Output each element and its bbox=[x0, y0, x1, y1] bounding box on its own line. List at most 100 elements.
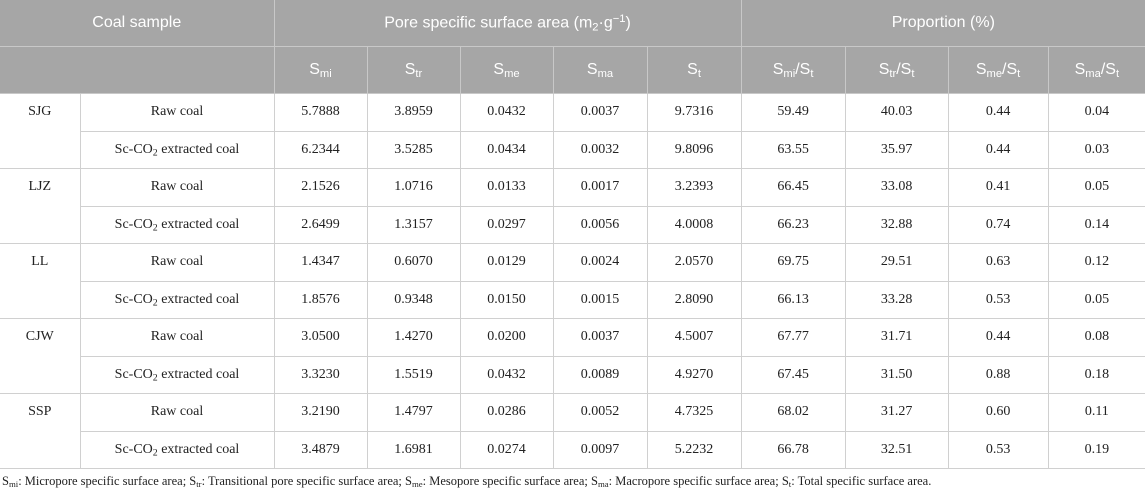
text-run: S bbox=[586, 60, 598, 78]
subscript: t bbox=[810, 67, 814, 80]
text-run: Sc-CO bbox=[114, 216, 153, 232]
table-row: Sc-CO2 extracted coal 1.8576 0.9348 0.0150 0… bbox=[0, 280, 1145, 319]
text-run: ) bbox=[625, 14, 631, 32]
subscript: me bbox=[986, 67, 1003, 80]
row-label: Sc-CO2 extracted coal bbox=[80, 355, 275, 394]
column-header: Sme bbox=[459, 46, 554, 94]
text-run: Raw coal bbox=[150, 404, 204, 420]
text-run: /S bbox=[795, 60, 811, 78]
table-row: SJG Raw coal 5.7888 3.8959 0.0432 0.0037 9.731… bbox=[0, 93, 1145, 169]
cell: 2.1526 bbox=[273, 168, 368, 207]
cell: 0.0017 bbox=[552, 168, 648, 207]
cell: 4.7325 bbox=[646, 393, 742, 432]
cell: 0.9348 bbox=[366, 280, 461, 319]
text-run: Proportion (%) bbox=[891, 14, 995, 31]
text-run: /S bbox=[1002, 60, 1018, 78]
text-run: : Mesopore specific surface area; S bbox=[422, 474, 598, 488]
row-label: Raw coal bbox=[79, 318, 275, 357]
column-header: St bbox=[646, 46, 742, 94]
column-header: Str bbox=[366, 46, 461, 94]
subscript: 2 bbox=[152, 221, 158, 233]
header-cell: Proportion (%) bbox=[740, 0, 1145, 47]
subscript: t bbox=[1017, 67, 1021, 80]
cell: 66.78 bbox=[740, 430, 846, 469]
cell: 5.2232 bbox=[646, 430, 742, 469]
cell: 0.0150 bbox=[459, 280, 554, 319]
cell: 1.4797 bbox=[366, 393, 461, 432]
cell: 35.97 bbox=[844, 130, 949, 169]
row-label: Raw coal bbox=[79, 393, 275, 432]
text-run: extracted coal bbox=[157, 291, 240, 307]
table-row: Sc-CO2 extracted coal 2.6499 1.3157 0.0297 0… bbox=[0, 205, 1145, 244]
cell: 1.5519 bbox=[366, 355, 461, 394]
subscript: me bbox=[411, 479, 423, 490]
cell: 1.4347 bbox=[273, 243, 368, 282]
subscript: 2 bbox=[152, 146, 158, 158]
cell: 3.5285 bbox=[366, 130, 461, 169]
cell: 1.6981 bbox=[366, 430, 461, 469]
cell: 29.51 bbox=[844, 243, 949, 282]
cell: 0.11 bbox=[1047, 393, 1145, 432]
table-row: LL Raw coal 1.4347 0.6070 0.0129 0.0024 2.0570… bbox=[0, 243, 1145, 319]
cell: 4.5007 bbox=[646, 318, 742, 357]
cell: 0.14 bbox=[1047, 205, 1145, 244]
cell: 40.03 bbox=[844, 93, 949, 132]
cell: 3.2393 bbox=[646, 168, 742, 207]
cell: 33.08 bbox=[844, 168, 949, 207]
subscript: me bbox=[504, 67, 520, 80]
cell: 0.41 bbox=[947, 168, 1049, 207]
text-run: Raw coal bbox=[150, 179, 204, 195]
cell: 0.44 bbox=[947, 318, 1049, 357]
cell: 59.49 bbox=[740, 93, 846, 132]
text-run: extracted coal bbox=[157, 366, 240, 382]
header-cell bbox=[0, 46, 275, 94]
cell: 4.0008 bbox=[646, 205, 742, 244]
text-run: Sc-CO bbox=[114, 141, 153, 157]
subscript: ma bbox=[597, 67, 614, 80]
cell: 0.0097 bbox=[552, 430, 648, 469]
subscript: t bbox=[697, 67, 701, 80]
cell: 0.0037 bbox=[552, 93, 648, 132]
text-run: extracted coal bbox=[157, 141, 240, 157]
subscript: tr bbox=[415, 67, 423, 80]
cell: 0.04 bbox=[1047, 93, 1145, 132]
text-run: Raw coal bbox=[150, 254, 204, 270]
footnote: Smi: Micropore specific surface area; St… bbox=[0, 474, 1145, 489]
column-header: Str/St bbox=[844, 46, 949, 94]
subscript: tr bbox=[196, 479, 202, 490]
subscript: mi bbox=[8, 479, 19, 490]
cell: 31.50 bbox=[844, 355, 949, 394]
cell: 1.3157 bbox=[366, 205, 461, 244]
subscript: mi bbox=[319, 67, 332, 80]
cell: 0.18 bbox=[1047, 355, 1145, 394]
cell: 2.6499 bbox=[273, 205, 368, 244]
cell: 3.4879 bbox=[273, 430, 368, 469]
cell: 0.44 bbox=[947, 130, 1049, 169]
subscript: 2 bbox=[152, 296, 158, 308]
cell: 0.12 bbox=[1047, 243, 1145, 282]
cell: 1.4270 bbox=[366, 318, 461, 357]
row-label: Sc-CO2 extracted coal bbox=[80, 130, 275, 169]
text-run: : Micropore specific surface area; S bbox=[18, 474, 197, 488]
text-run: /S bbox=[896, 60, 912, 78]
row-label: Raw coal bbox=[79, 243, 275, 282]
column-header: Smi bbox=[273, 46, 368, 94]
text-run: S bbox=[493, 60, 505, 78]
row-label: Raw coal bbox=[79, 93, 275, 132]
cell: 3.2190 bbox=[273, 393, 368, 432]
cell: 0.19 bbox=[1047, 430, 1145, 469]
text-run: S bbox=[687, 60, 698, 78]
text-run: Sc-CO bbox=[114, 366, 153, 382]
cell: 33.28 bbox=[844, 280, 949, 319]
header-row: Smi Str Sme Sma St Smi/St Str/St Sme/St Sma/St bbox=[0, 46, 1145, 94]
row-label: Sc-CO2 extracted coal bbox=[80, 430, 275, 469]
text-run: ·g bbox=[598, 14, 613, 32]
cell: 69.75 bbox=[740, 243, 846, 282]
column-header: Sma/St bbox=[1047, 46, 1145, 94]
supscript: −1 bbox=[612, 12, 626, 25]
table-row: LJZ Raw coal 2.1526 1.0716 0.0133 0.0017 3.239… bbox=[0, 168, 1145, 244]
text-run: S bbox=[772, 60, 784, 78]
cell: 1.8576 bbox=[273, 280, 368, 319]
text-run: : Total specific surface area. bbox=[791, 474, 932, 488]
